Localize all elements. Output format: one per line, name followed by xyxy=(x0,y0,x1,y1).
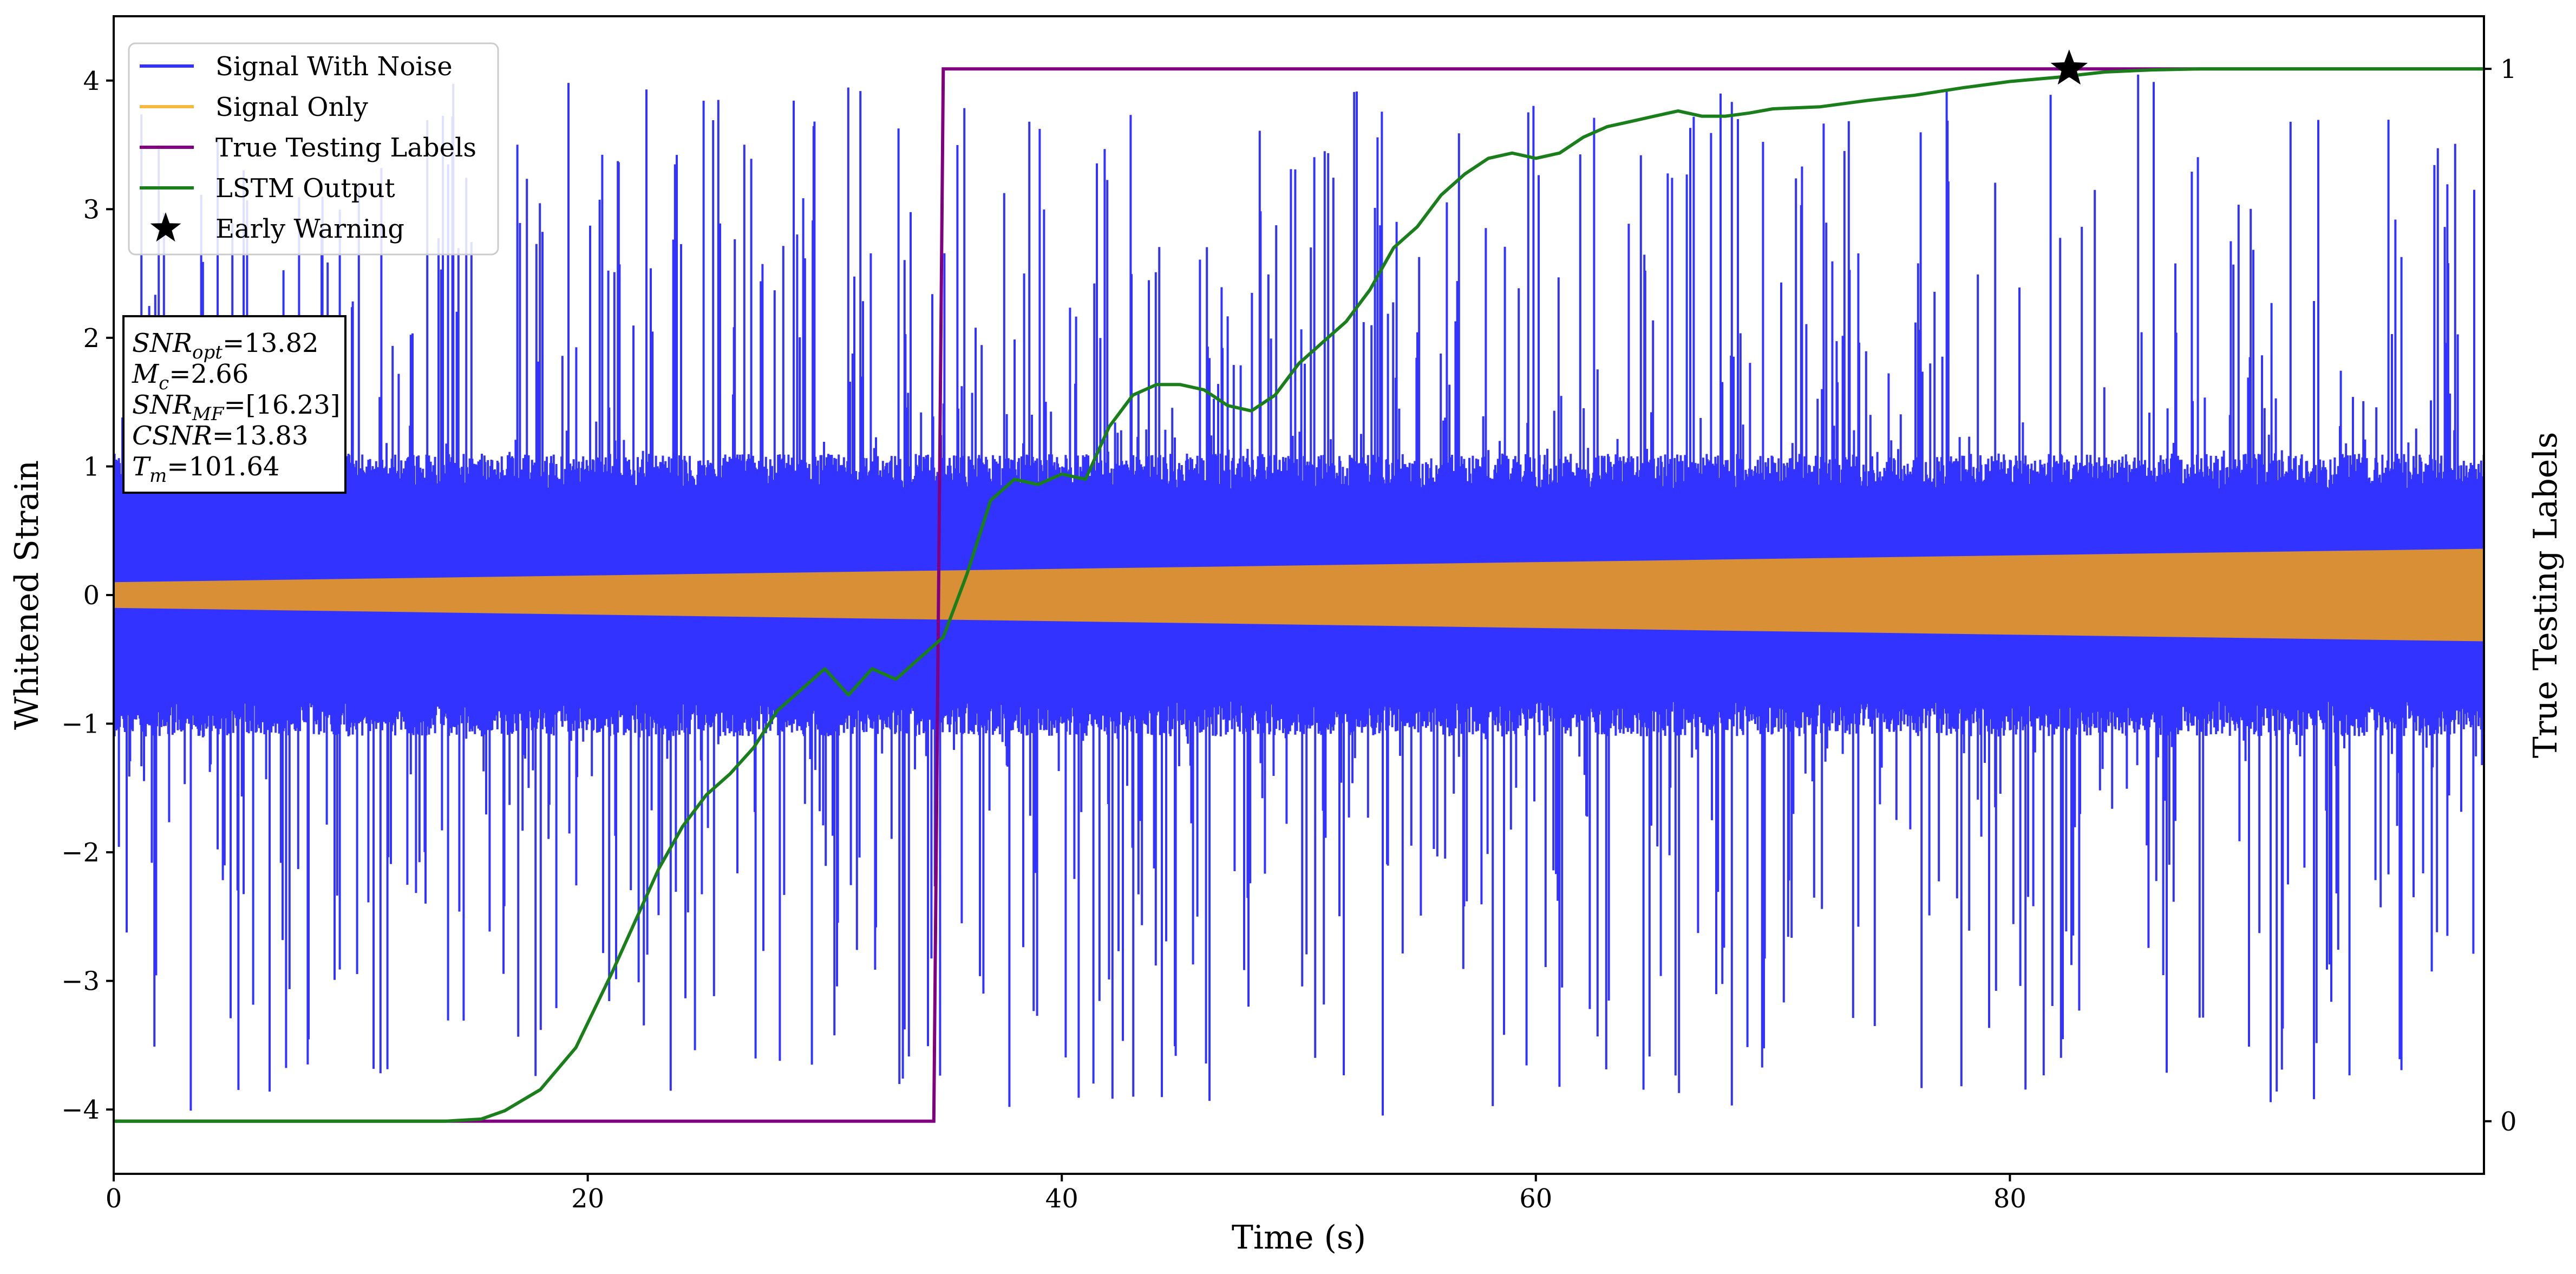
y-left-tick-label: 4 xyxy=(83,66,100,96)
y-right-tick-label: 0 xyxy=(2500,1107,2517,1137)
x-tick-label: 20 xyxy=(571,1184,604,1214)
series-true-testing-labels xyxy=(114,67,2484,1123)
x-tick-label: 40 xyxy=(1045,1184,1078,1214)
x-axis-ticks: 0 20 40 60 80 xyxy=(106,1174,2026,1214)
legend: Signal With Noise Signal Only True Testing… xyxy=(128,42,499,256)
y-axis-left-ticks: −4 −3 −2 −1 0 1 2 3 4 xyxy=(61,66,114,1125)
y-left-tick-label: −2 xyxy=(61,838,100,868)
y-axis-right-label: True Testing Labels xyxy=(2527,432,2565,759)
annotation-line: SNRopt=13.82 xyxy=(132,328,319,363)
y-left-tick-label: 1 xyxy=(83,452,100,482)
y-axis-right-ticks: 01 xyxy=(2484,54,2517,1137)
y-left-tick-label: 3 xyxy=(83,194,100,225)
annotation-line: Tm=101.64 xyxy=(132,452,279,487)
series-lstm-output xyxy=(114,67,2484,1123)
legend-entry-label: Signal Only xyxy=(215,92,368,122)
y-left-tick-label: −3 xyxy=(61,966,100,997)
legend-entry-label: Signal With Noise xyxy=(215,51,453,82)
x-axis-label: Time (s) xyxy=(1232,1219,1366,1257)
legend-entry-label: LSTM Output xyxy=(215,173,395,204)
y-axis-left-label: Whitened Strain xyxy=(8,460,46,730)
legend-star-icon xyxy=(150,212,181,242)
parameter-annotation: SNRopt=13.82Mc=2.66SNRMF=[16.23]CSNR=13.… xyxy=(122,315,346,494)
x-tick-label: 60 xyxy=(1519,1184,1552,1214)
legend-entry-label: True Testing Labels xyxy=(215,133,476,163)
plot-area xyxy=(114,49,2484,1123)
x-tick-label: 80 xyxy=(1993,1184,2026,1214)
legend-box xyxy=(128,42,499,256)
y-left-tick-label: 2 xyxy=(83,323,100,354)
legend-entry-label: Early Warning xyxy=(215,214,404,244)
series-signal-only xyxy=(114,548,2484,642)
y-left-tick-label: 0 xyxy=(83,580,100,611)
early-warning-marker xyxy=(2050,49,2088,85)
annotation-line: SNRMF=[16.23] xyxy=(132,390,341,425)
annotation-line: Mc=2.66 xyxy=(132,359,249,394)
y-right-tick-label: 1 xyxy=(2500,54,2517,84)
annotation-box xyxy=(122,315,346,494)
y-left-tick-label: −1 xyxy=(61,709,100,740)
y-left-tick-label: −4 xyxy=(61,1095,100,1125)
x-tick-label: 0 xyxy=(106,1184,122,1214)
annotation-line: CSNR=13.83 xyxy=(132,421,308,451)
